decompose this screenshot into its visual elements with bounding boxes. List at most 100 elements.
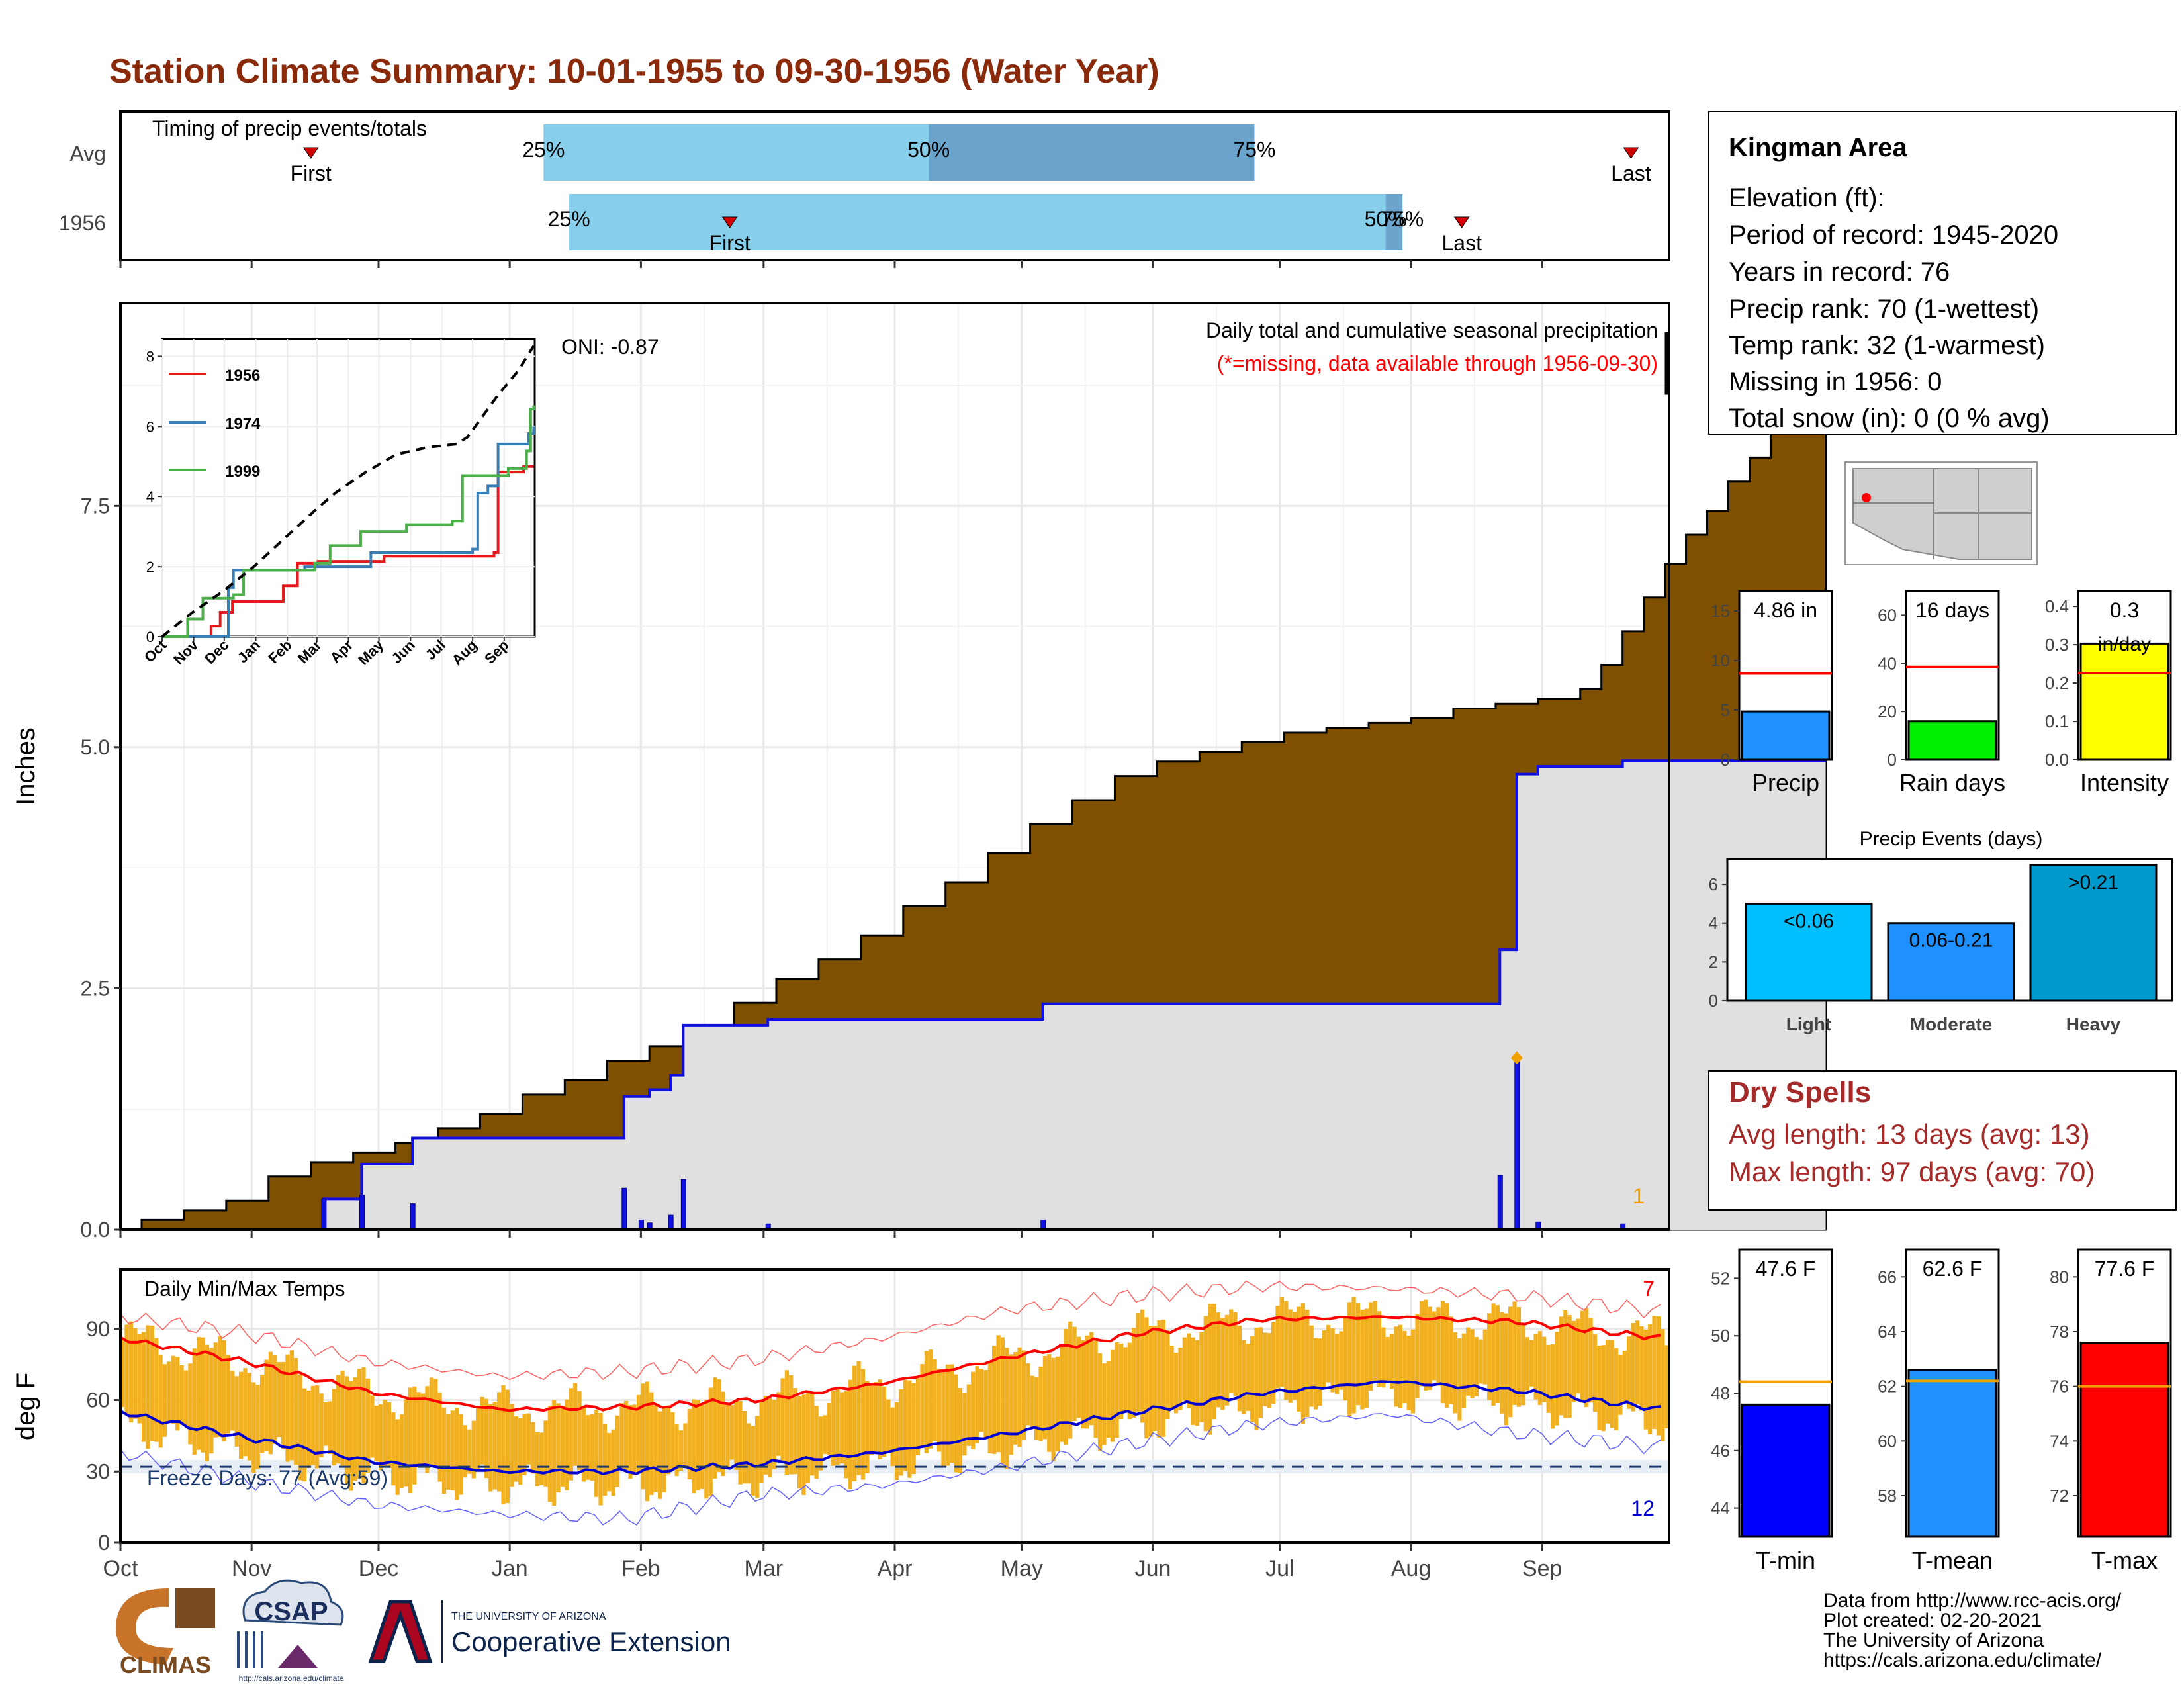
last-event-marker-year [1453, 216, 1470, 228]
temp-daily-bar [1288, 1309, 1293, 1403]
precip-axes: 0.0 2.5 5.0 7.5 [81, 494, 1543, 1242]
temp-daily-bar [319, 1393, 324, 1458]
temp-daily-bar [226, 1355, 231, 1434]
temp-daily-bar [713, 1377, 717, 1479]
locator-map [1844, 461, 2038, 565]
temp-daily-bar [1351, 1297, 1356, 1414]
tmax-bar [2079, 1342, 2169, 1538]
temp-daily-bar [763, 1396, 768, 1475]
temp-daily-bar [623, 1400, 629, 1470]
temp-daily-bar [1360, 1310, 1365, 1410]
temp-daily-bar [1504, 1313, 1508, 1426]
temp-daily-bar [162, 1364, 167, 1437]
rain-days-y-tick-label-1: 20 [1878, 702, 1897, 721]
temp-daily-bar [1173, 1353, 1179, 1414]
temp-daily-bar [895, 1402, 899, 1481]
temp-daily-bar [416, 1392, 421, 1467]
temp-daily-bar [598, 1412, 603, 1506]
temp-daily-bar [759, 1402, 764, 1483]
freeze-days-label: Freeze Days: 77 (Avg:59) [147, 1466, 388, 1490]
rain-days-y-tick-label-0: 0 [1888, 750, 1897, 770]
temp-daily-bar [412, 1386, 417, 1485]
temp-daily-bar [399, 1414, 404, 1488]
temp-daily-bar [1457, 1338, 1462, 1421]
temp-daily-bar [1643, 1330, 1648, 1430]
temp-daily-bar [137, 1334, 142, 1424]
timing-label-50-year: 50% [1365, 207, 1407, 231]
temp-daily-bar [666, 1405, 670, 1475]
temp-daily-bar [1254, 1327, 1259, 1430]
temp-daily-bar [1026, 1363, 1030, 1426]
rain-days-bar [1907, 720, 1997, 761]
temp-daily-bar [878, 1379, 882, 1459]
temp-daily-bar [171, 1355, 175, 1424]
precip-value-label: 4.86 in [1754, 598, 1817, 622]
tmean-y-tick-label-0: 58 [1878, 1486, 1897, 1506]
temp-daily-bar [954, 1374, 958, 1473]
csap-logo: CSAP http://cals.arizona.edu/climate [237, 1579, 344, 1683]
inset-lines [161, 345, 535, 638]
temp-daily-bar [966, 1384, 971, 1446]
temp-daily-bar [1614, 1348, 1619, 1430]
ua-logo: THE UNIVERSITY OF ARIZONA Cooperative Ex… [368, 1600, 731, 1663]
temp-daily-bar [294, 1358, 298, 1465]
temp-daily-bar [886, 1399, 891, 1453]
temp-daily-bar [353, 1377, 357, 1481]
temp-daily-bar [230, 1370, 235, 1431]
temp-daily-bar [1343, 1317, 1347, 1401]
temp-daily-bar [1284, 1301, 1289, 1400]
temp-daily-bar [349, 1381, 353, 1491]
temp-daily-bar [1068, 1321, 1073, 1439]
temp-x-tick-label-7: May [1001, 1556, 1043, 1581]
temp-daily-bar [247, 1373, 252, 1461]
events-bar-label-heavy: >0.21 [2068, 872, 2118, 893]
temp-daily-bar [1081, 1340, 1085, 1429]
timing-panel: Timing of precip events/totals Avg 1956 … [59, 110, 1670, 268]
temp-daily-bar [1347, 1302, 1352, 1416]
temp-daily-bar [1453, 1332, 1458, 1414]
temp-daily-bar [1123, 1347, 1128, 1412]
temp-daily-bar [124, 1324, 129, 1414]
daily-precip-bar-2 [410, 1203, 416, 1230]
temp-daily-bar [1440, 1301, 1445, 1404]
inset-line-avg [161, 345, 535, 638]
station-location-marker [1862, 493, 1871, 502]
temp-daily-bar [979, 1369, 984, 1432]
temp-x-tick-label-4: Feb [621, 1556, 660, 1581]
temp-daily-bar [1512, 1301, 1517, 1405]
temp-daily-bar [810, 1394, 815, 1476]
temp-daily-bar [920, 1364, 925, 1448]
daily-precip-bar-6 [668, 1214, 674, 1230]
temp-daily-bar [1411, 1329, 1416, 1414]
temp-daily-bar [1428, 1306, 1432, 1390]
temp-daily-bar [992, 1346, 997, 1454]
tmin-y-tick-label-4: 52 [1711, 1268, 1730, 1288]
temp-daily-bar [594, 1410, 599, 1497]
temp-daily-bar [789, 1375, 794, 1475]
daily-precip-bar-9 [1040, 1219, 1046, 1230]
temp-daily-bar [780, 1378, 785, 1462]
temp-daily-bar [882, 1386, 887, 1457]
timing-label-50-avg: 50% [907, 138, 950, 161]
temp-daily-bar [678, 1430, 684, 1471]
temp-daily-bar [251, 1382, 256, 1473]
temp-daily-bar [1635, 1320, 1640, 1404]
temp-daily-bar [1208, 1303, 1212, 1435]
temp-daily-bar [526, 1413, 531, 1465]
tmax-y-tick-label-3: 78 [2050, 1322, 2069, 1342]
temp-daily-bar [201, 1337, 205, 1453]
temp-daily-bar [1009, 1354, 1013, 1455]
temp-daily-bar [501, 1385, 506, 1504]
temp-daily-bar [987, 1361, 992, 1454]
temp-daily-bar [662, 1408, 666, 1493]
events-bar-heavy [2029, 864, 2158, 1002]
temp-daily-bar [1610, 1340, 1614, 1428]
temp-daily-bar [408, 1387, 412, 1494]
temp-daily-bar [197, 1337, 201, 1450]
temp-daily-bar [1597, 1345, 1602, 1430]
temp-daily-bar [379, 1404, 383, 1471]
temp-daily-bar [903, 1380, 907, 1471]
temp-daily-bar [150, 1326, 154, 1441]
daily-precip-bar-11 [1514, 1057, 1520, 1230]
tmax-y-tick-label-0: 72 [2050, 1486, 2069, 1506]
